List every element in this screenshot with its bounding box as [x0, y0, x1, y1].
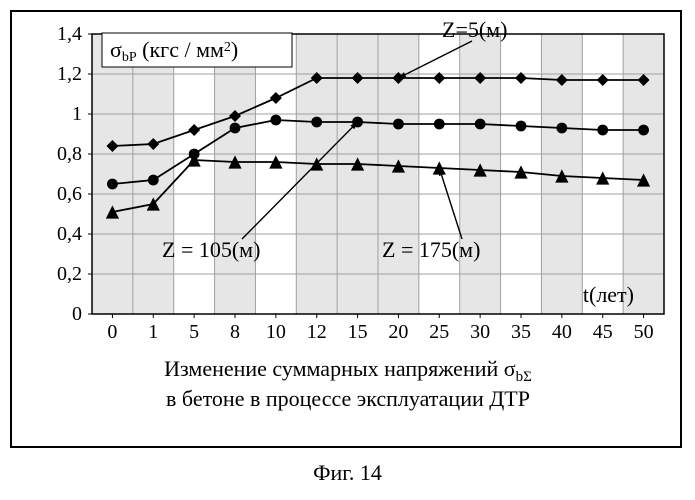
svg-text:Z = 175(м): Z = 175(м) [382, 237, 480, 262]
figure-caption: Фиг. 14 [0, 460, 695, 486]
svg-text:20: 20 [388, 321, 408, 343]
svg-text:5: 5 [189, 321, 199, 343]
svg-text:0,4: 0,4 [57, 223, 82, 245]
svg-text:1,2: 1,2 [57, 63, 82, 85]
svg-text:0,8: 0,8 [57, 143, 82, 165]
svg-text:0,2: 0,2 [57, 263, 82, 285]
svg-text:1: 1 [148, 321, 158, 343]
svg-text:Изменение суммарных напряжений: Изменение суммарных напряжений σbΣ [164, 356, 532, 385]
svg-text:12: 12 [307, 321, 327, 343]
svg-text:1: 1 [72, 103, 82, 125]
svg-text:50: 50 [634, 321, 654, 343]
svg-text:0: 0 [72, 303, 82, 325]
svg-text:Z = 105(м): Z = 105(м) [162, 237, 260, 262]
svg-text:Z=5(м): Z=5(м) [442, 17, 507, 42]
svg-text:35: 35 [511, 321, 531, 343]
svg-text:1,4: 1,4 [57, 23, 82, 45]
svg-text:t(лет): t(лет) [583, 282, 634, 307]
svg-text:10: 10 [266, 321, 286, 343]
chart-svg: 00,20,40,60,811,21,401581012152025303540… [12, 12, 684, 450]
svg-text:40: 40 [552, 321, 572, 343]
svg-text:15: 15 [348, 321, 368, 343]
svg-text:25: 25 [429, 321, 449, 343]
svg-text:в бетоне в процессе эксплуатац: в бетоне в процессе эксплуатации ДТР [166, 386, 530, 411]
svg-text:30: 30 [470, 321, 490, 343]
svg-text:0,6: 0,6 [57, 183, 82, 205]
svg-text:0: 0 [107, 321, 117, 343]
svg-text:8: 8 [230, 321, 240, 343]
chart-frame: 00,20,40,60,811,21,401581012152025303540… [10, 10, 682, 448]
svg-text:45: 45 [593, 321, 613, 343]
